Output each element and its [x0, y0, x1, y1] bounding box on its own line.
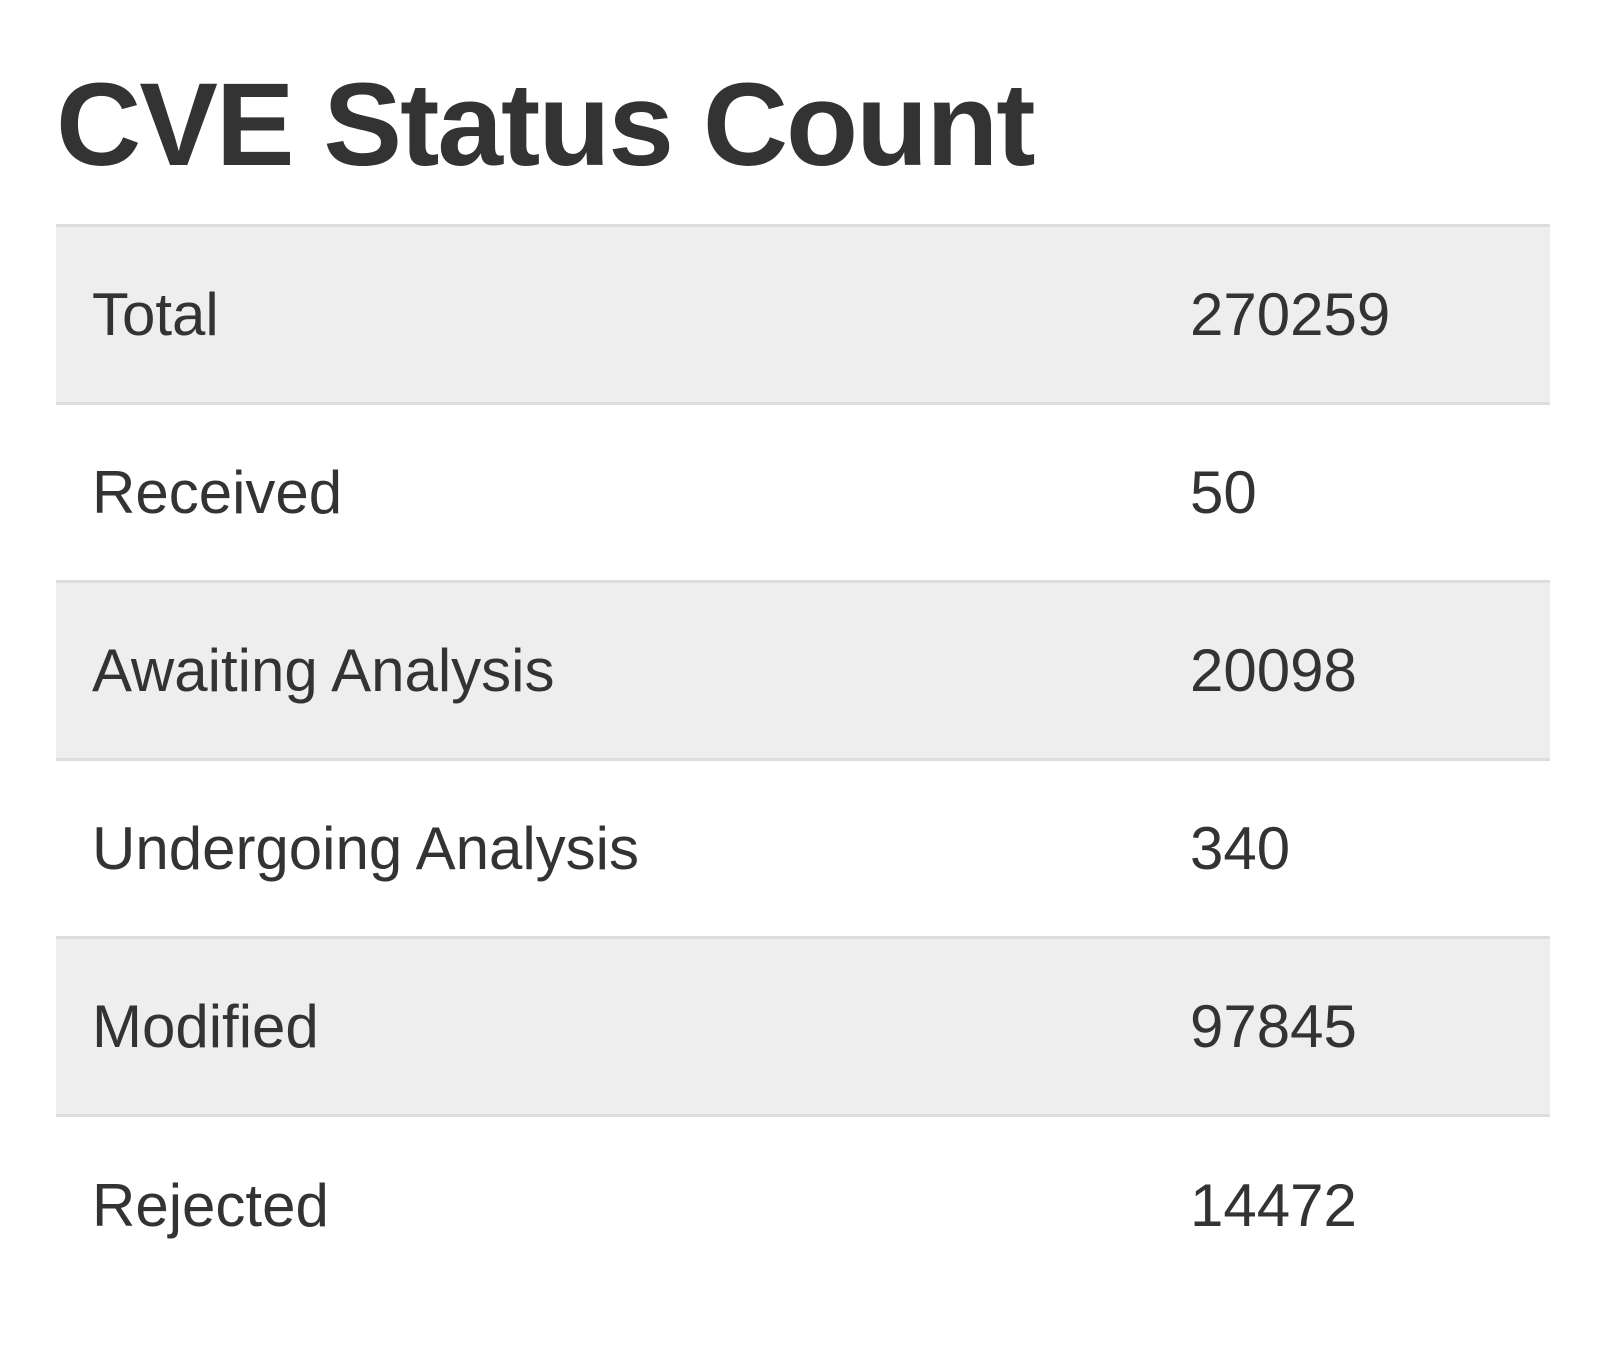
status-label: Modified: [92, 993, 319, 1060]
status-count: 14472: [1190, 1171, 1357, 1239]
table-row: Total 270259: [56, 225, 1550, 404]
status-count: 50: [1190, 459, 1257, 526]
title: CVE Status Count: [56, 59, 1036, 191]
table-row: Undergoing Analysis 340: [56, 760, 1550, 938]
status-count: 20098: [1190, 637, 1357, 704]
status-count: 340: [1190, 815, 1291, 882]
status-count: 270259: [1190, 281, 1391, 348]
table-body: Total 270259 Received 50 Awaiting Analysis 20…: [56, 225, 1550, 1294]
status-label: Received: [92, 459, 343, 526]
status-label: Undergoing Analysis: [92, 815, 640, 882]
status-label: Awaiting Analysis: [92, 637, 555, 704]
status-label: Rejected: [92, 1171, 329, 1239]
table-row: Awaiting Analysis 20098: [56, 581, 1550, 760]
table-row: Received 50: [56, 404, 1550, 582]
panel: CVE Status Count Total 270259 Received 50 Aw…: [56, 60, 1550, 1294]
status-count: 97845: [1190, 993, 1357, 1060]
status-label: Total: [92, 281, 219, 348]
table-row: Rejected 14472: [56, 1116, 1550, 1294]
status-table: Total 270259 Received 50 Awaiting Analysis 20…: [56, 224, 1550, 1294]
table-row: Modified 97845: [56, 937, 1550, 1116]
